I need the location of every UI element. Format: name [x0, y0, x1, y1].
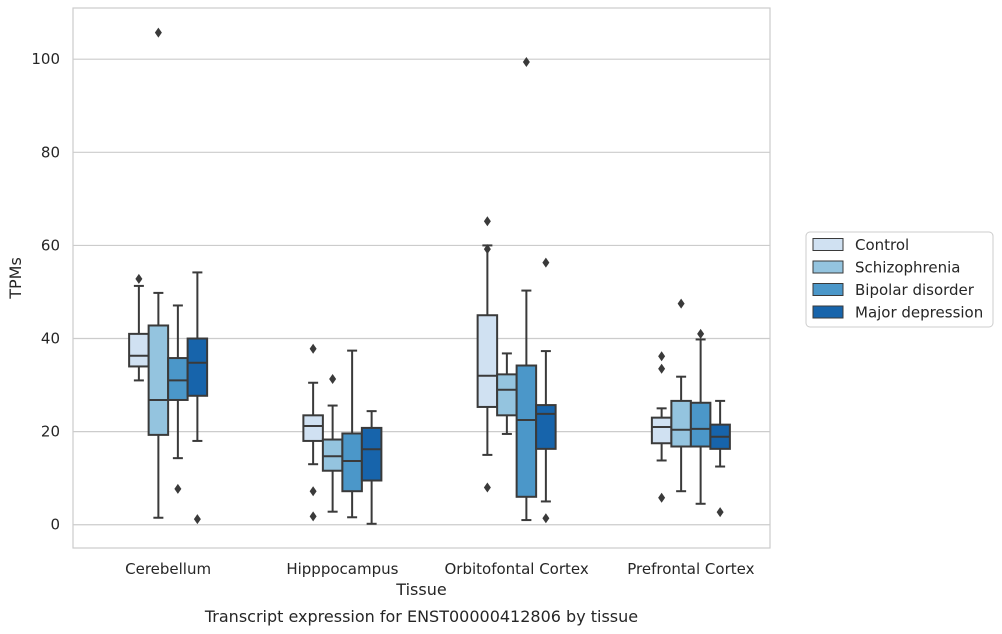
y-tick-label: 0	[50, 516, 60, 534]
box	[670, 399, 692, 448]
box	[535, 404, 557, 450]
legend-label: Control	[855, 236, 909, 254]
legend: Control Schizophrenia Bipolar disorder Majo…	[805, 231, 994, 328]
x-axis-title: Tissue	[395, 580, 446, 599]
box	[360, 426, 383, 482]
y-tick-label: 20	[41, 423, 60, 441]
box-group	[709, 399, 731, 518]
box-group	[360, 410, 383, 525]
legend-swatch	[812, 238, 844, 251]
plot-background	[73, 8, 770, 548]
box	[476, 314, 499, 408]
box-group	[167, 304, 189, 494]
box	[341, 432, 363, 493]
box-group	[496, 352, 518, 435]
outlier-point	[658, 351, 666, 362]
box-group	[476, 216, 499, 493]
box-group	[321, 374, 344, 513]
outlier-point	[483, 216, 491, 227]
x-tick-label: Orbitofontal Cortex	[445, 560, 589, 578]
box-group	[341, 349, 363, 519]
y-tick-label: 40	[41, 330, 60, 348]
outlier-point	[542, 513, 550, 524]
x-tick-label: Prefrontal Cortex	[627, 560, 754, 578]
outlier-point	[658, 492, 666, 503]
outlier-point	[658, 363, 666, 374]
x-tick-label: Cerebellum	[125, 560, 211, 578]
y-axis-title: TPMs	[6, 257, 25, 300]
outlier-point	[193, 514, 201, 525]
legend-swatch	[812, 305, 844, 319]
outlier-point	[483, 482, 491, 493]
outlier-point	[697, 328, 705, 339]
box	[689, 401, 712, 448]
y-tick-label: 60	[41, 236, 60, 254]
outlier-point	[154, 27, 162, 38]
box	[650, 416, 673, 445]
box-group	[147, 27, 170, 519]
box-group	[535, 257, 557, 524]
legend-label: Schizophrenia	[855, 259, 960, 277]
box	[302, 414, 324, 442]
outlier-point	[522, 57, 530, 67]
plot-frame	[72, 7, 771, 549]
legend-frame	[805, 231, 994, 328]
x-tick-labels: Cerebellum Hipppocampus Orbitofontal Corte…	[125, 560, 754, 578]
box-group	[689, 328, 712, 505]
legend-label: Bipolar disorder	[855, 281, 975, 299]
box	[321, 438, 344, 472]
outlier-point	[677, 298, 685, 309]
outlier-point	[309, 343, 317, 354]
box	[496, 373, 518, 417]
legend-swatch	[812, 283, 844, 296]
outlier-point	[135, 273, 143, 284]
box-plots	[128, 27, 731, 525]
box-group	[302, 343, 324, 522]
y-tick-label: 80	[41, 143, 60, 161]
box	[128, 332, 150, 368]
box-group	[650, 351, 673, 503]
outlier-point	[174, 483, 182, 494]
box-group	[515, 57, 538, 522]
outlier-point	[542, 257, 550, 268]
box	[147, 324, 170, 436]
outlier-point	[716, 507, 724, 518]
box	[515, 364, 538, 498]
chart-caption: Transcript expression for ENST0000041280…	[204, 607, 638, 626]
y-tick-label: 100	[31, 50, 60, 68]
legend-swatch	[812, 260, 844, 274]
x-tick-label: Hipppocampus	[286, 560, 398, 578]
box	[186, 337, 209, 397]
legend-label: Major depression	[855, 304, 983, 322]
box	[167, 357, 189, 401]
outlier-point	[329, 374, 337, 385]
box-group	[128, 273, 150, 382]
box-group	[186, 271, 209, 525]
outlier-point	[309, 486, 317, 497]
outlier-point	[483, 244, 491, 255]
y-tick-labels: 0 20 40 60 80 100	[31, 50, 60, 534]
outlier-point	[309, 511, 317, 522]
